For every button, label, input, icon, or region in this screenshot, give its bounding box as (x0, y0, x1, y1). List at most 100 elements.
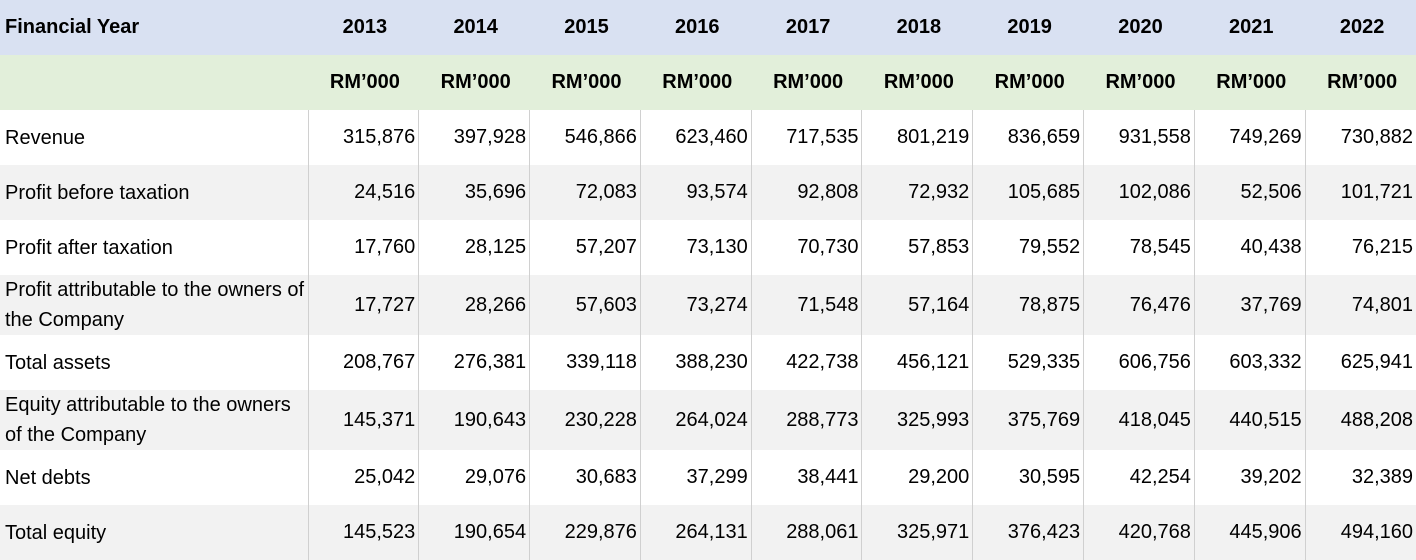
year-header-cell: 2022 (1305, 0, 1416, 55)
value-cell: 375,769 (972, 390, 1084, 450)
value-cell: 801,219 (861, 110, 973, 165)
value-cell: 72,932 (861, 165, 973, 220)
value-cell: 101,721 (1304, 165, 1416, 220)
row-label: Profit after taxation (0, 220, 308, 275)
value-cell: 74,801 (1304, 275, 1416, 335)
table-row: Profit before taxation 24,516 35,696 72,083… (0, 165, 1416, 220)
row-label: Revenue (0, 110, 308, 165)
year-header-cell: 2014 (418, 0, 530, 55)
value-cell: 71,548 (750, 275, 862, 335)
value-cell: 288,773 (750, 390, 862, 450)
value-cell: 28,125 (418, 220, 530, 275)
value-cell: 488,208 (1304, 390, 1416, 450)
value-cell: 730,882 (1304, 110, 1416, 165)
value-cell: 388,230 (639, 335, 752, 390)
unit-cell: RM’000 (1194, 55, 1306, 110)
value-cell: 29,076 (418, 450, 530, 505)
year-header-cell: 2015 (529, 0, 641, 55)
unit-cell: RM’000 (308, 55, 419, 110)
value-cell: 92,808 (750, 165, 862, 220)
value-cell: 73,130 (639, 220, 752, 275)
unit-cell: RM’000 (972, 55, 1084, 110)
value-cell: 749,269 (1193, 110, 1306, 165)
year-header-cell: 2017 (751, 0, 862, 55)
value-cell: 57,853 (861, 220, 973, 275)
value-cell: 93,574 (639, 165, 752, 220)
year-header-cell: 2021 (1194, 0, 1306, 55)
value-cell: 17,727 (307, 275, 419, 335)
value-cell: 52,506 (1193, 165, 1306, 220)
row-label: Profit before taxation (0, 165, 308, 220)
table-row: Net debts 25,042 29,076 30,683 37,299 38,441 2… (0, 450, 1416, 505)
value-cell: 229,876 (529, 505, 641, 560)
value-cell: 418,045 (1083, 390, 1195, 450)
value-cell: 339,118 (529, 335, 641, 390)
row-label: Net debts (0, 450, 308, 505)
unit-cell: RM’000 (861, 55, 973, 110)
year-header-cell: 2013 (308, 0, 419, 55)
unit-cell: RM’000 (1305, 55, 1416, 110)
value-cell: 29,200 (861, 450, 973, 505)
row-label: Profit attributable to the owners of the… (0, 275, 308, 335)
value-cell: 32,389 (1304, 450, 1416, 505)
year-header-cell: 2018 (861, 0, 973, 55)
value-cell: 276,381 (418, 335, 530, 390)
unit-cell: RM’000 (418, 55, 530, 110)
value-cell: 440,515 (1193, 390, 1306, 450)
value-cell: 30,683 (529, 450, 641, 505)
table-row: Total equity 145,523 190,654 229,876 264,131… (0, 505, 1416, 560)
value-cell: 42,254 (1083, 450, 1195, 505)
value-cell: 623,460 (639, 110, 752, 165)
value-cell: 397,928 (418, 110, 530, 165)
table-row: Profit after taxation 17,760 28,125 57,207 7… (0, 220, 1416, 275)
row-label: Total assets (0, 335, 308, 390)
value-cell: 456,121 (861, 335, 973, 390)
value-cell: 288,061 (750, 505, 862, 560)
year-header-cell: 2019 (972, 0, 1084, 55)
value-cell: 24,516 (307, 165, 419, 220)
financial-year-header: Financial Year (0, 0, 308, 55)
value-cell: 73,274 (639, 275, 752, 335)
value-cell: 145,371 (307, 390, 419, 450)
unit-cell: RM’000 (640, 55, 752, 110)
year-header-row: Financial Year 2013 2014 2015 2016 2017 … (0, 0, 1416, 55)
table-row: Total assets 208,767 276,381 339,118 388,230… (0, 335, 1416, 390)
value-cell: 145,523 (307, 505, 419, 560)
value-cell: 30,595 (972, 450, 1084, 505)
value-cell: 78,545 (1083, 220, 1195, 275)
value-cell: 28,266 (418, 275, 530, 335)
value-cell: 422,738 (750, 335, 862, 390)
value-cell: 625,941 (1304, 335, 1416, 390)
table-row: Revenue 315,876 397,928 546,866 623,460 717,5… (0, 110, 1416, 165)
value-cell: 35,696 (418, 165, 530, 220)
value-cell: 57,207 (529, 220, 641, 275)
value-cell: 264,024 (639, 390, 752, 450)
year-header-cell: 2020 (1083, 0, 1195, 55)
value-cell: 105,685 (972, 165, 1084, 220)
value-cell: 420,768 (1083, 505, 1195, 560)
table-row: Equity attributable to the owners of the… (0, 390, 1416, 450)
unit-row: RM’000 RM’000 RM’000 RM’000 RM’000 RM’00… (0, 55, 1416, 110)
value-cell: 264,131 (639, 505, 752, 560)
value-cell: 25,042 (307, 450, 419, 505)
value-cell: 57,603 (529, 275, 641, 335)
unit-row-label-cell (0, 55, 308, 110)
value-cell: 445,906 (1193, 505, 1306, 560)
value-cell: 546,866 (529, 110, 641, 165)
value-cell: 494,160 (1304, 505, 1416, 560)
value-cell: 37,769 (1193, 275, 1306, 335)
value-cell: 190,643 (418, 390, 530, 450)
value-cell: 208,767 (307, 335, 419, 390)
value-cell: 102,086 (1083, 165, 1195, 220)
value-cell: 529,335 (972, 335, 1084, 390)
value-cell: 931,558 (1083, 110, 1195, 165)
row-label: Total equity (0, 505, 308, 560)
value-cell: 376,423 (972, 505, 1084, 560)
value-cell: 76,476 (1083, 275, 1195, 335)
value-cell: 76,215 (1304, 220, 1416, 275)
unit-cell: RM’000 (529, 55, 641, 110)
value-cell: 325,971 (861, 505, 973, 560)
year-header-cell: 2016 (640, 0, 752, 55)
value-cell: 78,875 (972, 275, 1084, 335)
value-cell: 717,535 (750, 110, 862, 165)
